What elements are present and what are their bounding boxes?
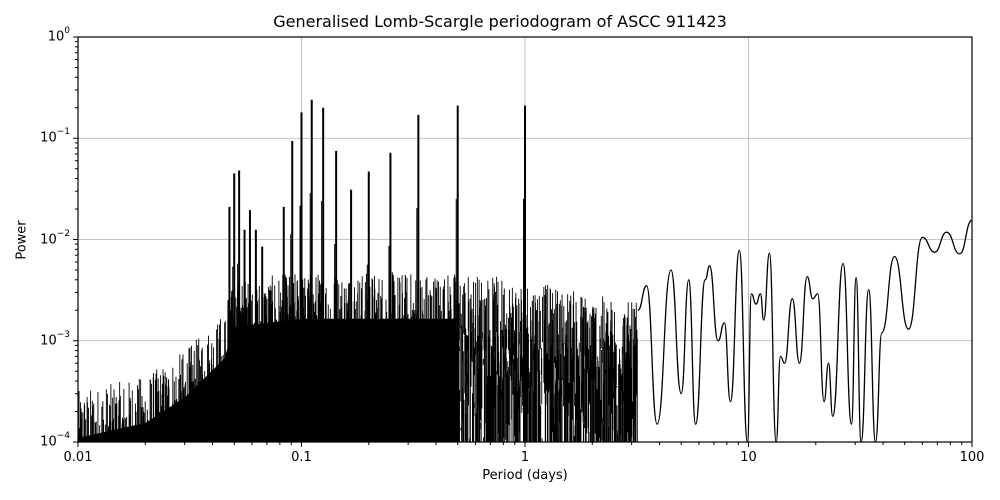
x-tick-label: 100: [959, 450, 985, 465]
y-tick-label: 10−4: [40, 431, 70, 450]
y-tick-label: 10−1: [40, 127, 70, 146]
x-tick-label: 1: [520, 450, 530, 465]
y-tick-label: 10−2: [40, 228, 70, 247]
x-tick-label: 0.1: [291, 450, 312, 465]
x-tick-label: 10: [740, 450, 757, 465]
y-tick-label: 100: [47, 26, 70, 45]
y-tick-label: 10−3: [40, 329, 70, 349]
x-tick-label: 0.01: [63, 450, 93, 465]
chart-title: Generalised Lomb-Scargle periodogram of …: [273, 12, 727, 31]
x-axis-label: Period (days): [482, 468, 568, 483]
